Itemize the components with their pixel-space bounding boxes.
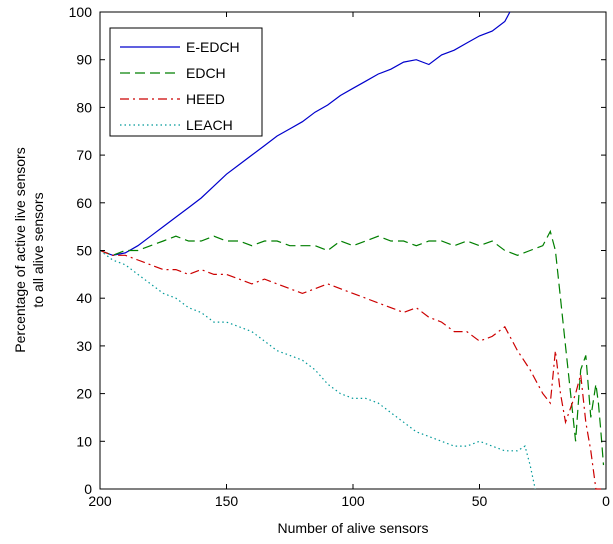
legend-label-e-edch: E-EDCH [186, 39, 240, 55]
series-layer [99, 11, 605, 490]
x-tick-label: 0 [602, 493, 610, 509]
legend-label-leach: LEACH [186, 117, 233, 133]
y-tick-label: 90 [76, 52, 92, 68]
legend: E-EDCH EDCH HEED LEACH [109, 27, 263, 137]
legend-label-heed: HEED [186, 91, 225, 107]
y-tick-label: 80 [76, 99, 92, 115]
y-tick-label: 70 [76, 147, 92, 163]
x-tick-label: 150 [215, 493, 239, 509]
y-axis-label-line-2: to all alive sensors [30, 192, 46, 307]
series-line-e-edch [99, 11, 511, 256]
series-line-heed [99, 249, 601, 490]
y-axis-label: Percentage of active live sensors to all… [12, 147, 46, 352]
y-tick-label: 60 [76, 195, 92, 211]
y-axis-label-line-1: Percentage of active live sensors [12, 147, 28, 352]
legend-entries: E-EDCH EDCH HEED LEACH [120, 39, 240, 133]
x-tick-label: 200 [88, 493, 112, 509]
y-tick-label: 10 [76, 433, 92, 449]
legend-box [109, 27, 263, 137]
y-tick-label: 100 [69, 4, 93, 20]
legend-label-edch: EDCH [186, 65, 226, 81]
y-tick-label: 20 [76, 386, 92, 402]
x-axis-label: Number of alive sensors [278, 520, 429, 536]
ticks-layer: 200 150 100 50 0 0 10 20 30 40 50 60 70 80 90 100 [69, 4, 610, 509]
series-line-edch [99, 229, 605, 466]
x-tick-label: 100 [341, 493, 365, 509]
x-tick-label: 50 [472, 493, 488, 509]
y-tick-label: 50 [76, 243, 92, 259]
series-line-leach [99, 250, 536, 490]
y-tick-label: 40 [76, 290, 92, 306]
y-tick-label: 0 [84, 481, 92, 497]
y-tick-label: 30 [76, 338, 92, 354]
